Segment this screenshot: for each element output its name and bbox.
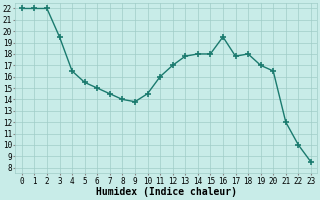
X-axis label: Humidex (Indice chaleur): Humidex (Indice chaleur) <box>96 187 237 197</box>
